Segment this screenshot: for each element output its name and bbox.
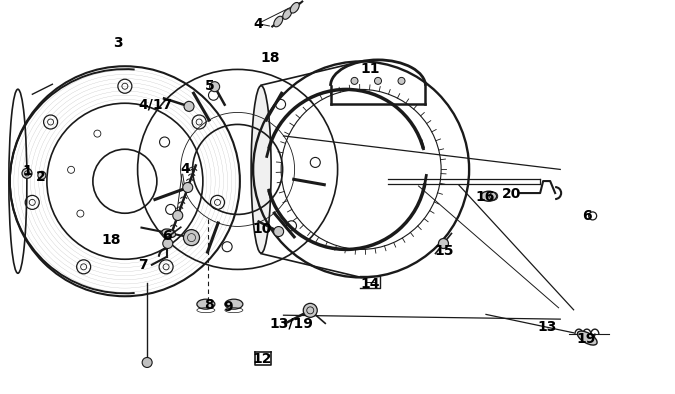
Text: 20: 20 <box>502 187 521 201</box>
Text: 7: 7 <box>138 258 148 272</box>
Text: 3: 3 <box>113 36 123 50</box>
Circle shape <box>38 171 46 179</box>
Circle shape <box>142 357 152 368</box>
Text: 13: 13 <box>537 320 556 334</box>
Text: 18: 18 <box>261 51 279 65</box>
Ellipse shape <box>197 299 215 309</box>
Circle shape <box>273 227 284 236</box>
Ellipse shape <box>225 299 243 309</box>
Ellipse shape <box>283 9 292 19</box>
Text: 4/17: 4/17 <box>138 97 172 112</box>
Circle shape <box>184 230 200 245</box>
Circle shape <box>210 82 219 92</box>
Text: 12: 12 <box>252 351 271 366</box>
Ellipse shape <box>251 86 271 253</box>
Text: 16: 16 <box>475 190 494 204</box>
Text: 19: 19 <box>576 332 595 346</box>
Ellipse shape <box>481 191 497 201</box>
Circle shape <box>183 182 193 193</box>
Text: 8: 8 <box>205 298 214 312</box>
Circle shape <box>184 101 194 112</box>
Ellipse shape <box>290 2 299 13</box>
Circle shape <box>163 238 173 249</box>
Ellipse shape <box>162 229 176 238</box>
Text: 4: 4 <box>181 162 190 177</box>
Text: 14: 14 <box>360 277 379 291</box>
Text: 13/19: 13/19 <box>270 316 313 330</box>
Circle shape <box>173 210 183 221</box>
Text: 5: 5 <box>205 79 214 93</box>
Circle shape <box>398 77 405 84</box>
Text: 1: 1 <box>22 164 32 178</box>
Circle shape <box>439 238 448 249</box>
Text: 9: 9 <box>223 299 233 314</box>
Text: 15: 15 <box>435 244 454 258</box>
Text: 2: 2 <box>36 170 45 184</box>
Circle shape <box>375 77 381 84</box>
Circle shape <box>351 77 358 84</box>
Circle shape <box>22 168 32 178</box>
Text: 10: 10 <box>252 222 271 236</box>
Text: 6: 6 <box>583 209 592 223</box>
Ellipse shape <box>577 331 597 345</box>
Circle shape <box>303 303 317 317</box>
Text: 11: 11 <box>360 62 379 76</box>
Text: 4: 4 <box>253 17 263 31</box>
Ellipse shape <box>274 16 283 27</box>
Text: 18: 18 <box>102 232 121 247</box>
Text: 6: 6 <box>163 229 172 243</box>
